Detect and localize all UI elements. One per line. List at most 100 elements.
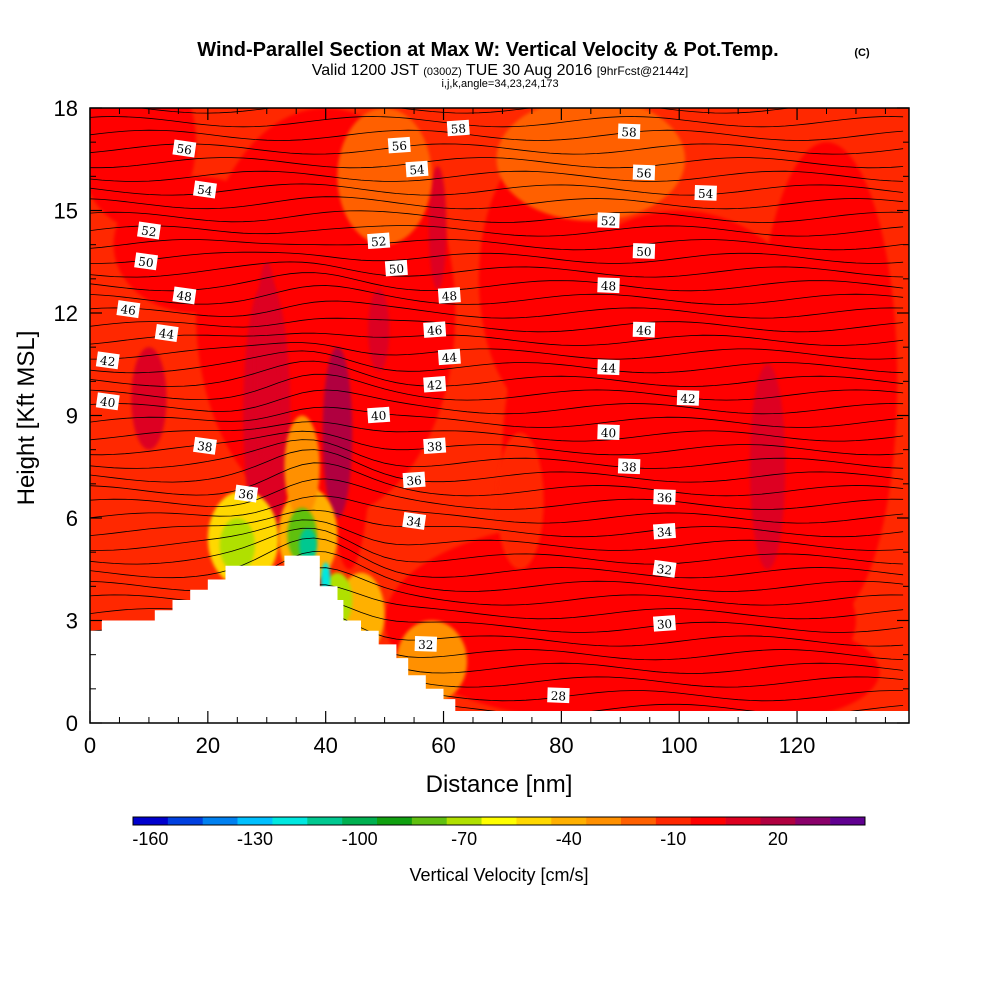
theta-label-text: 44: [601, 361, 617, 376]
y-tick-label: 9: [66, 404, 78, 429]
theta-label-box: [414, 636, 438, 652]
theta-contour-20: [90, 430, 904, 456]
theta-label-text: 36: [406, 473, 422, 488]
velocity-region-4: [368, 289, 390, 372]
theta-label-text: 38: [621, 460, 637, 475]
theta-label-30: 30: [652, 615, 676, 632]
theta-label-56: 56: [387, 136, 411, 154]
theta-label-text: 32: [656, 562, 673, 578]
theta-label-box: [116, 300, 141, 319]
colorbar: -160 -130 -100 -70 -40 -10 20: [132, 816, 866, 849]
theta-label-text: 36: [657, 491, 673, 506]
theta-label-text: 32: [418, 638, 434, 653]
theta-label-text: 34: [405, 514, 422, 530]
theta-label-54: 54: [405, 160, 429, 178]
y-tick-label: 0: [66, 711, 78, 736]
theta-label-42: 42: [423, 376, 447, 393]
theta-label-46: 46: [423, 321, 447, 338]
theta-label-box: [652, 522, 676, 540]
x-tick-label: 120: [779, 733, 816, 758]
terrain-silhouette: [90, 555, 909, 723]
theta-label-48: 48: [597, 277, 620, 293]
velocity-region-11: [113, 176, 279, 313]
colorbar-tick-label: -130: [237, 829, 273, 849]
colorbar-tick-label: -40: [556, 829, 582, 849]
theta-contour-35: [90, 239, 904, 251]
theta-label-text: 46: [120, 302, 137, 318]
theta-label-text: 58: [621, 125, 637, 140]
colorbar-swatch: [202, 817, 238, 825]
theta-contour-46: [90, 89, 903, 99]
colorbar-swatch: [133, 817, 169, 825]
theta-label-52: 52: [367, 232, 391, 250]
colorbar-swatch: [167, 817, 204, 825]
theta-label-box: [95, 392, 120, 411]
theta-label-text: 56: [636, 166, 652, 181]
theta-label-text: 50: [137, 254, 154, 270]
theta-label-52: 52: [597, 212, 620, 229]
theta-contour-14: [90, 509, 904, 538]
theta-label-box: [632, 243, 656, 259]
colorbar-swatch: [586, 817, 622, 825]
x-tick-label: 80: [549, 733, 573, 758]
theta-contour-13: [90, 519, 904, 551]
theta-contour-30: [90, 300, 904, 319]
theta-label-text: 28: [551, 689, 567, 704]
colorbar-swatch: [481, 817, 517, 825]
theta-label-box: [367, 232, 391, 250]
theta-label-48: 48: [437, 287, 461, 304]
theta-label-box: [617, 123, 641, 140]
velocity-region-16: [749, 364, 786, 570]
theta-label-34: 34: [402, 511, 427, 530]
theta-contour-44: [90, 116, 904, 128]
colorbar-swatch: [237, 817, 273, 825]
terrain: [90, 555, 909, 723]
colorbar-swatch: [655, 817, 692, 825]
forecast-info: [9hrFcst@2144z]: [597, 64, 689, 78]
theta-contours: [90, 89, 904, 715]
theta-label-box: [632, 321, 656, 338]
theta-label-box: [405, 160, 429, 178]
theta-label-38: 38: [423, 437, 447, 454]
theta-label-box: [597, 359, 620, 376]
colorbar-swatch: [411, 817, 448, 825]
theta-label-56: 56: [172, 139, 197, 157]
valid-time: Valid 1200 JST: [312, 62, 420, 79]
colorbar-swatch: [377, 817, 413, 825]
theta-label-text: 42: [99, 353, 116, 369]
theta-label-44: 44: [597, 359, 620, 375]
theta-label-text: 54: [409, 162, 426, 177]
theta-label-box: [676, 390, 700, 406]
theta-label-text: 40: [601, 426, 617, 441]
theta-label-box: [402, 511, 427, 530]
theta-label-text: 52: [371, 234, 387, 249]
theta-contour-42: [90, 143, 904, 155]
theta-label-text: 50: [636, 245, 652, 260]
theta-label-46: 46: [116, 300, 141, 319]
colorbar-tick-label: -10: [660, 829, 686, 849]
theta-label-box: [234, 484, 259, 503]
theta-contour-32: [90, 272, 904, 292]
theta-contour-19: [90, 439, 904, 469]
colorbar-tick-label: -100: [342, 829, 378, 849]
theta-label-36: 36: [402, 471, 426, 488]
theta-contour-27: [90, 342, 904, 360]
theta-contour-36: [90, 225, 904, 237]
colorbar-tick-label: -160: [132, 829, 168, 849]
theta-label-box: [437, 287, 461, 304]
theta-label-box: [446, 119, 470, 137]
theta-label-box: [367, 406, 391, 424]
theta-label-text: 44: [441, 350, 458, 365]
theta-label-box: [597, 424, 620, 440]
theta-contour-40: [90, 170, 904, 182]
theta-contour-17: [90, 462, 904, 497]
theta-label-38: 38: [617, 458, 641, 475]
theta-contour-41: [90, 157, 904, 169]
theta-label-42: 42: [95, 351, 120, 370]
theta-label-44: 44: [437, 348, 461, 365]
theta-label-box: [95, 351, 120, 370]
theta-label-46: 46: [632, 321, 656, 338]
theta-label-box: [653, 489, 676, 505]
